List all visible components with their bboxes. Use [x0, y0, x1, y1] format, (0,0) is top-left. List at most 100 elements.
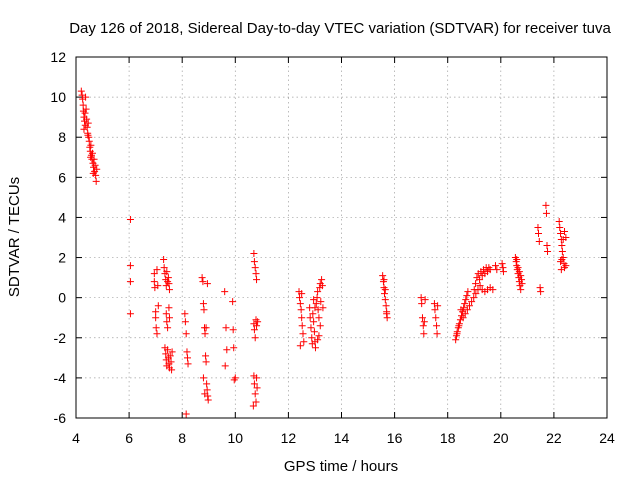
data-point	[319, 304, 327, 312]
data-point	[417, 294, 425, 302]
data-point	[150, 278, 158, 286]
data-point	[252, 270, 260, 278]
data-point	[297, 306, 305, 314]
data-point	[431, 306, 439, 314]
data-point	[537, 288, 545, 296]
data-point	[82, 105, 90, 113]
data-point	[203, 380, 211, 388]
data-point	[463, 292, 471, 300]
data-point	[498, 260, 506, 268]
data-point	[126, 310, 134, 318]
data-point	[153, 330, 161, 338]
data-point	[182, 410, 190, 418]
data-point	[318, 276, 326, 284]
x-axis-title: GPS time / hours	[284, 458, 398, 475]
data-point	[518, 276, 526, 284]
data-point	[420, 330, 428, 338]
data-point	[250, 258, 258, 266]
data-point	[222, 324, 230, 332]
data-point	[165, 280, 173, 288]
data-point	[491, 262, 499, 270]
data-point	[517, 272, 525, 280]
y-tick-label: 4	[58, 209, 66, 225]
y-tick-label: 0	[58, 290, 66, 306]
data-point	[556, 223, 564, 231]
data-point	[126, 278, 134, 286]
data-point	[315, 314, 323, 322]
data-point	[152, 308, 160, 316]
data-point	[183, 348, 191, 356]
data-point	[153, 266, 161, 274]
x-tick-label: 6	[125, 430, 133, 446]
data-point	[518, 280, 526, 288]
data-point	[252, 398, 260, 406]
data-point	[81, 109, 89, 117]
data-point	[499, 268, 507, 276]
data-point	[223, 346, 231, 354]
data-point	[544, 248, 552, 256]
data-point	[229, 298, 237, 306]
y-tick-label: 2	[58, 250, 66, 266]
data-point	[87, 141, 95, 149]
data-point	[561, 227, 569, 235]
data-point	[152, 314, 160, 322]
data-point	[184, 354, 192, 362]
y-axis-title: SDTVAR / TECUs	[6, 177, 23, 297]
data-point	[434, 302, 442, 310]
data-point	[83, 115, 91, 123]
data-point	[202, 352, 210, 360]
data-point	[77, 87, 85, 95]
data-point	[311, 304, 319, 312]
data-point	[87, 153, 95, 161]
data-point	[181, 310, 189, 318]
data-point	[316, 322, 324, 330]
data-point	[562, 234, 570, 241]
x-tick-label: 12	[281, 430, 297, 446]
data-point	[199, 374, 207, 382]
data-point	[420, 318, 428, 326]
data-point	[513, 256, 521, 264]
data-point	[432, 314, 440, 322]
x-tick-label: 4	[72, 430, 80, 446]
x-tick-label: 24	[599, 430, 615, 446]
data-point	[310, 318, 318, 326]
data-point	[315, 332, 323, 340]
data-point	[419, 322, 427, 330]
data-point	[300, 338, 308, 346]
data-point	[254, 318, 262, 326]
data-point	[557, 266, 565, 274]
data-point	[309, 310, 317, 318]
data-point	[499, 264, 507, 272]
data-point	[486, 266, 494, 274]
data-point	[514, 264, 522, 272]
data-point	[317, 298, 325, 306]
data-point	[230, 344, 238, 352]
tick-layer	[75, 56, 608, 419]
data-point	[383, 314, 391, 322]
data-point	[203, 386, 211, 394]
y-tick-label: 6	[58, 169, 66, 185]
data-point	[198, 274, 206, 282]
data-point	[558, 248, 566, 256]
data-point	[164, 346, 172, 354]
data-point	[154, 302, 162, 310]
data-point	[312, 300, 320, 308]
data-point	[84, 131, 92, 139]
data-point	[91, 161, 99, 169]
data-point	[250, 380, 258, 388]
data-point	[421, 296, 429, 304]
data-point	[379, 272, 387, 280]
data-point	[463, 306, 471, 314]
data-point	[517, 286, 525, 294]
data-point	[163, 318, 171, 326]
data-point	[462, 296, 470, 304]
data-point	[126, 262, 134, 270]
data-point	[455, 322, 463, 330]
data-point	[253, 322, 261, 330]
data-point	[89, 169, 97, 177]
data-point	[535, 238, 543, 246]
data-point	[311, 344, 319, 352]
data-point	[383, 310, 391, 318]
x-tick-label: 14	[334, 430, 350, 446]
